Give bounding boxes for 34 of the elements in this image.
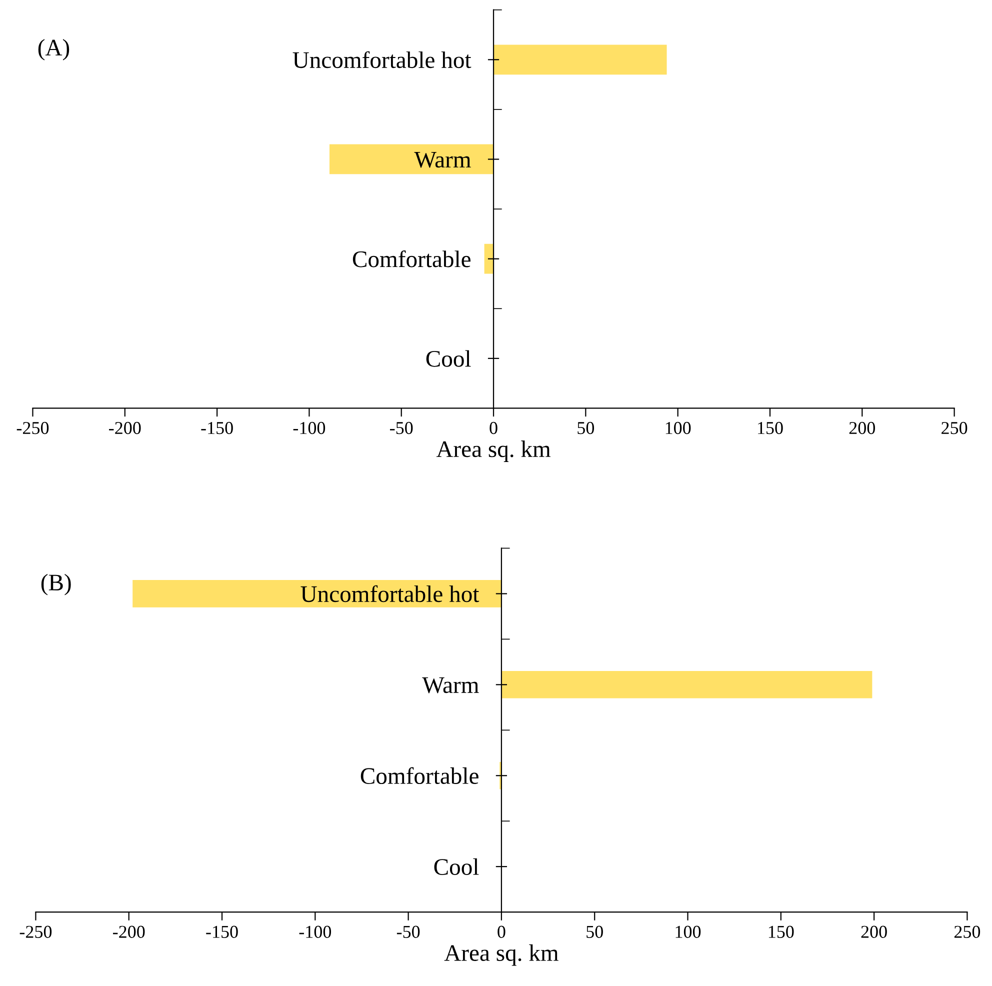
x-tick-label: 200 bbox=[849, 422, 875, 434]
x-tick-label: 150 bbox=[758, 422, 783, 434]
x-tick-label: -50 bbox=[396, 926, 420, 938]
y-tick-label: Uncomfortable hot bbox=[300, 585, 480, 602]
x-tick-label: 100 bbox=[666, 422, 691, 434]
y-tick-label: Warm bbox=[414, 152, 471, 168]
x-tick-label: -200 bbox=[109, 422, 141, 434]
y-tick-label: Cool bbox=[426, 350, 471, 367]
x-tick-label: 50 bbox=[578, 422, 594, 434]
x-tick-label: -250 bbox=[20, 926, 52, 938]
x-tick-label: -150 bbox=[206, 926, 238, 938]
x-axis-title: Area sq. km bbox=[444, 944, 558, 966]
text: (A) bbox=[38, 38, 70, 60]
y-tick-label: Comfortable bbox=[360, 767, 478, 784]
x-tick-label: -150 bbox=[201, 422, 233, 434]
x-axis-title: Area sq. km bbox=[436, 440, 551, 462]
text: (B) bbox=[41, 574, 71, 596]
y-tick-label: Warm bbox=[422, 677, 479, 694]
x-tick-label: 50 bbox=[586, 926, 603, 938]
x-tick-label: -100 bbox=[293, 422, 326, 434]
y-tick-label: Cool bbox=[434, 858, 479, 875]
x-tick-label: 150 bbox=[768, 926, 794, 938]
x-tick-label: 250 bbox=[942, 422, 968, 434]
y-tick-label: Comfortable bbox=[352, 250, 470, 268]
x-tick-label: -250 bbox=[16, 422, 49, 434]
x-tick-label: 0 bbox=[490, 422, 498, 434]
x-tick-label: 250 bbox=[954, 926, 980, 938]
x-tick-label: -50 bbox=[390, 422, 413, 434]
x-tick-label: 100 bbox=[676, 926, 701, 938]
x-tick-label: -200 bbox=[112, 926, 145, 938]
y-tick-label: Uncomfortable hot bbox=[292, 51, 472, 68]
x-tick-label: -100 bbox=[299, 926, 332, 938]
x-tick-label: 200 bbox=[861, 926, 887, 938]
x-tick-label: 0 bbox=[498, 926, 506, 938]
